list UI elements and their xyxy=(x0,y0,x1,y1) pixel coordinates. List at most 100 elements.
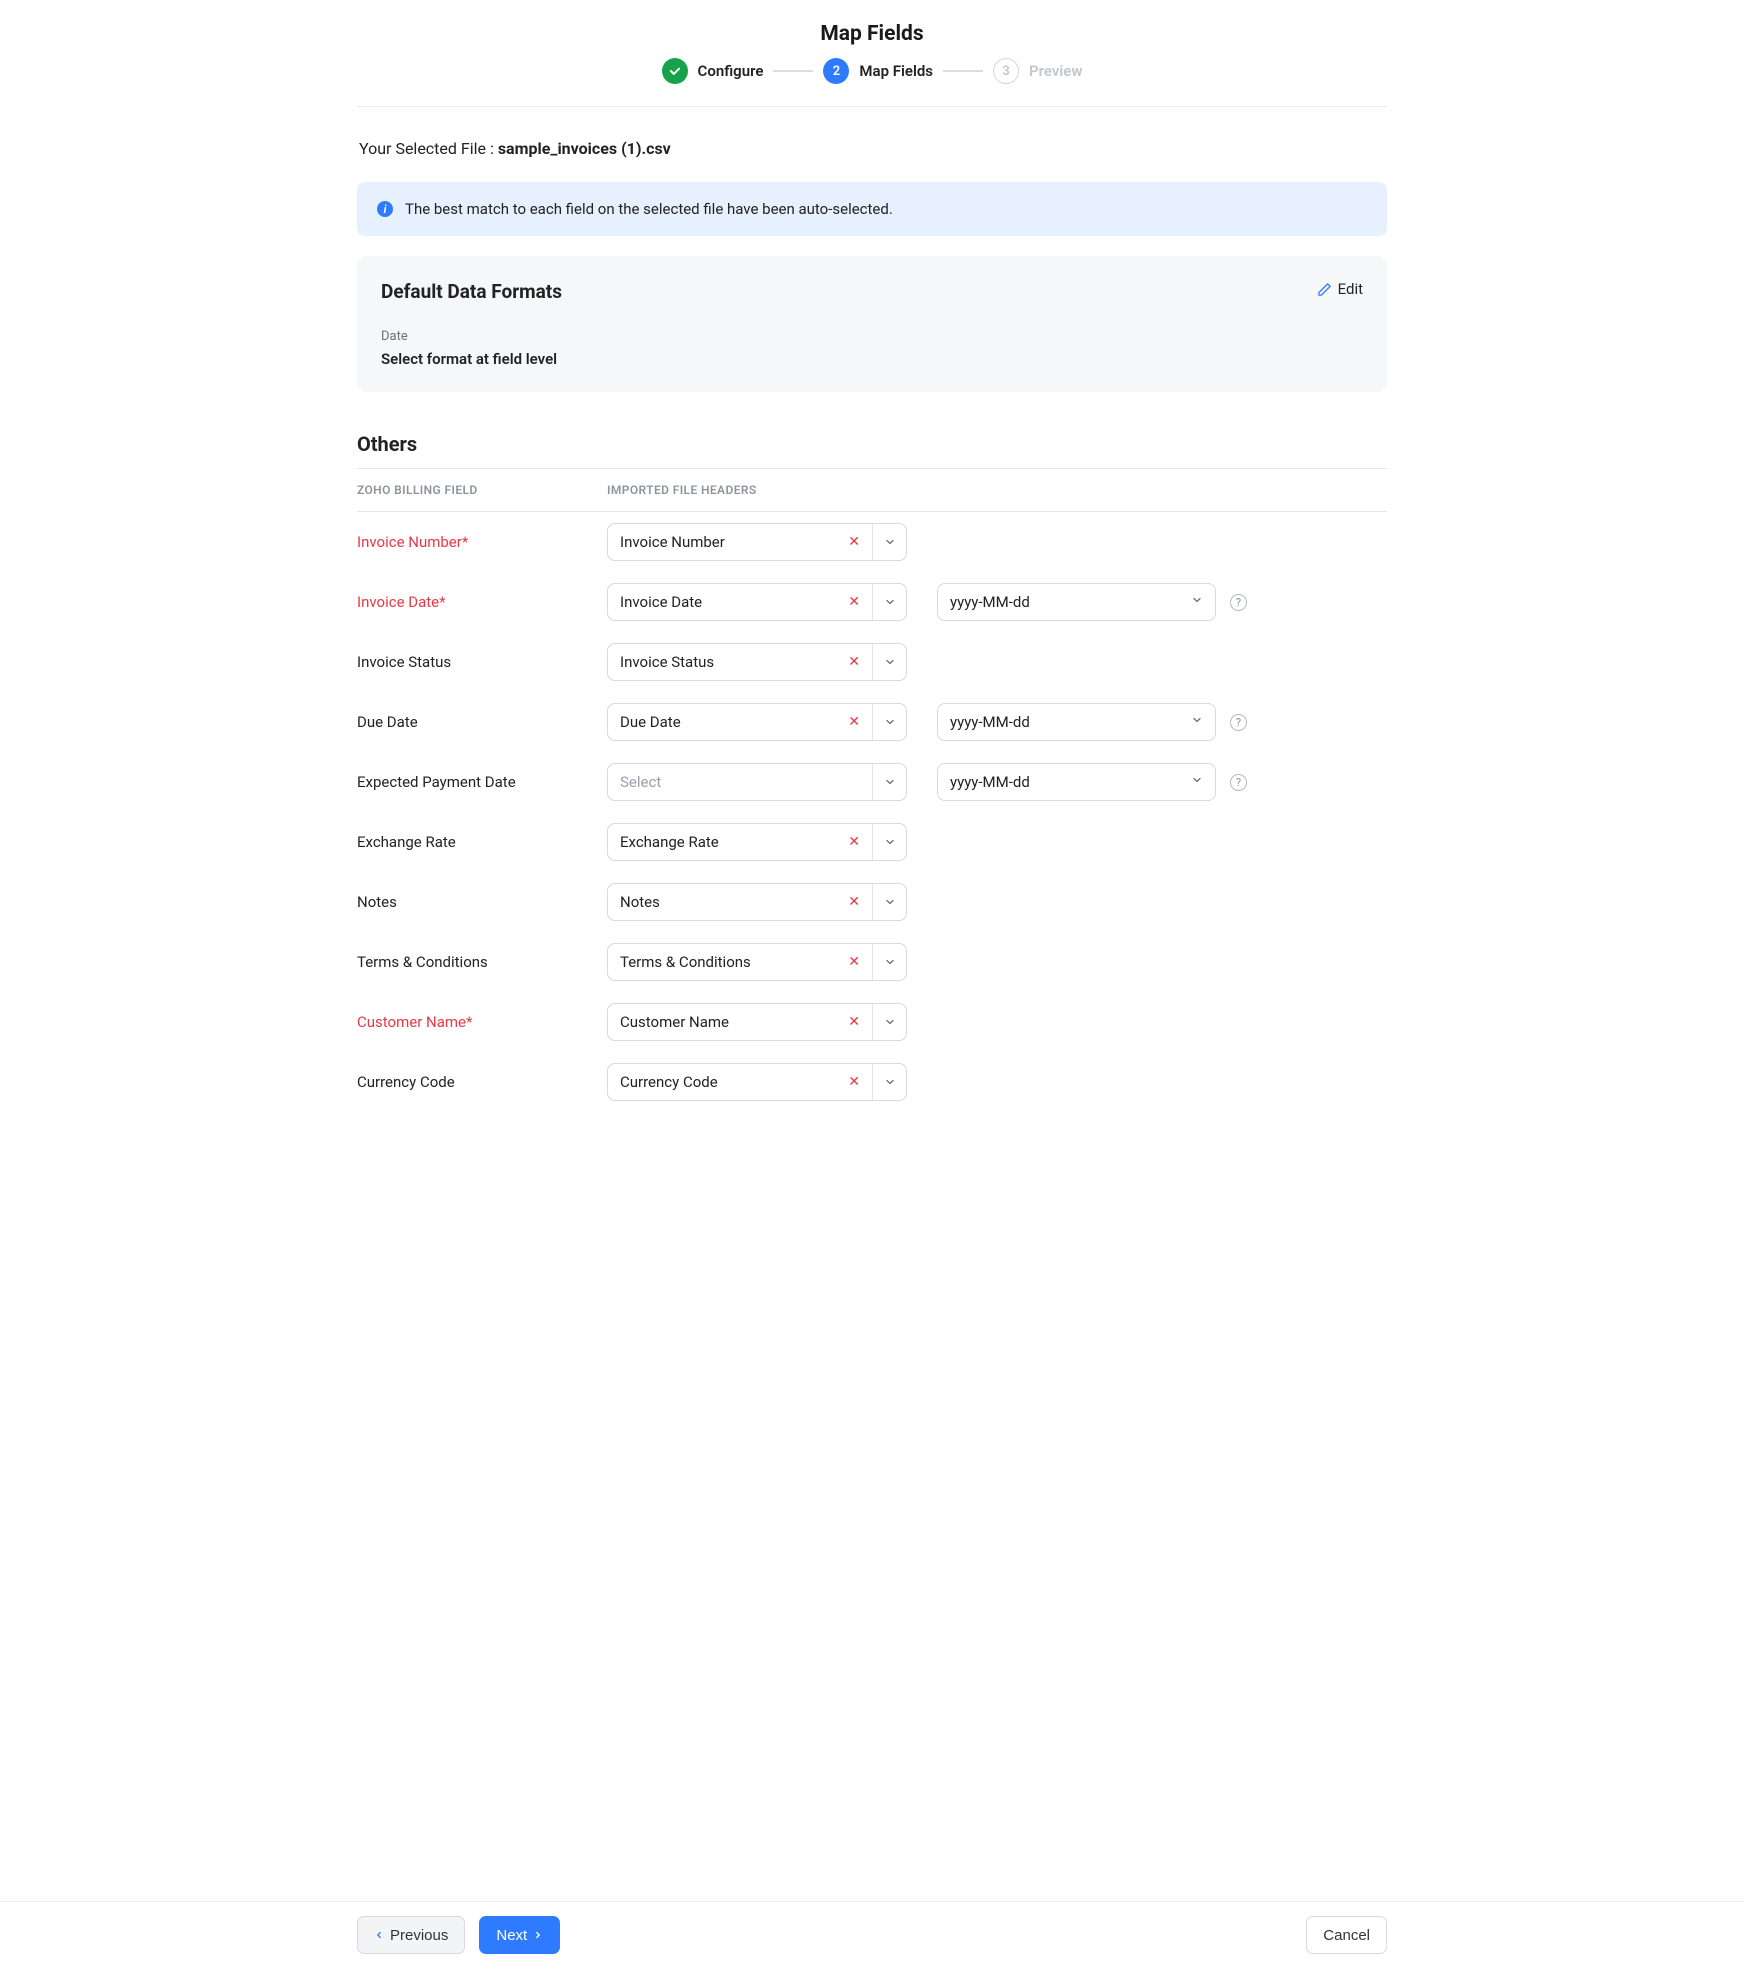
info-icon: i xyxy=(377,201,393,217)
clear-icon[interactable]: ✕ xyxy=(846,955,862,969)
header-select[interactable]: Exchange Rate ✕ xyxy=(607,823,907,861)
selected-file-prefix: Your Selected File : xyxy=(359,139,498,158)
table-row: Customer Name* Customer Name ✕ xyxy=(357,992,1387,1052)
field-label: Invoice Date* xyxy=(357,593,607,611)
table-row: Invoice Date* Invoice Date ✕ yyyy-MM-dd? xyxy=(357,572,1387,632)
select-value: yyyy-MM-dd xyxy=(950,773,1030,791)
clear-icon[interactable]: ✕ xyxy=(846,1075,862,1089)
stepper: Configure 2 Map Fields 3 Preview xyxy=(357,58,1387,107)
cancel-label: Cancel xyxy=(1323,1927,1370,1944)
select-value: Invoice Number xyxy=(620,533,725,551)
chevron-down-icon[interactable] xyxy=(872,884,906,920)
step-number: 2 xyxy=(823,58,849,84)
check-icon xyxy=(662,58,688,84)
step-separator xyxy=(773,70,813,72)
clear-icon[interactable]: ✕ xyxy=(846,895,862,909)
select-value: Terms & Conditions xyxy=(620,953,751,971)
field-label: Currency Code xyxy=(357,1073,607,1091)
header-select[interactable]: Currency Code ✕ xyxy=(607,1063,907,1101)
previous-label: Previous xyxy=(390,1927,448,1944)
header-select[interactable]: Invoice Number ✕ xyxy=(607,523,907,561)
table-row: NotesNotes✕ xyxy=(357,872,1387,932)
step-number: 3 xyxy=(993,58,1019,84)
chevron-down-icon xyxy=(1191,714,1203,730)
col-header-file-headers: IMPORTED FILE HEADERS xyxy=(607,483,907,497)
info-banner: i The best match to each field on the se… xyxy=(357,182,1387,236)
select-value: yyyy-MM-dd xyxy=(950,713,1030,731)
date-format-select[interactable]: yyyy-MM-dd xyxy=(937,583,1216,621)
header-select[interactable]: Select xyxy=(607,763,907,801)
chevron-down-icon[interactable] xyxy=(872,944,906,980)
table-row: Terms & Conditions Terms & Conditions ✕ xyxy=(357,932,1387,992)
clear-icon[interactable]: ✕ xyxy=(846,535,862,549)
selected-file: Your Selected File : sample_invoices (1)… xyxy=(357,139,1387,158)
formats-title: Default Data Formats xyxy=(381,280,562,303)
select-value: Exchange Rate xyxy=(620,833,719,851)
default-formats-card: Default Data Formats Date Select format … xyxy=(357,256,1387,392)
chevron-down-icon[interactable] xyxy=(872,1004,906,1040)
chevron-down-icon[interactable] xyxy=(872,1064,906,1100)
header-select[interactable]: Terms & Conditions ✕ xyxy=(607,943,907,981)
step-separator xyxy=(943,70,983,72)
select-value: Select xyxy=(620,773,661,791)
chevron-down-icon xyxy=(1191,594,1203,610)
step-label: Map Fields xyxy=(859,62,933,80)
header-select[interactable]: Customer Name ✕ xyxy=(607,1003,907,1041)
cancel-button[interactable]: Cancel xyxy=(1306,1916,1387,1954)
mapping-table-header: ZOHO BILLING FIELD IMPORTED FILE HEADERS xyxy=(357,468,1387,512)
field-label: Invoice Number* xyxy=(357,533,607,551)
mapping-rows: Invoice Number*Invoice Number✕Invoice Da… xyxy=(357,512,1387,1112)
selected-file-name: sample_invoices (1).csv xyxy=(498,139,671,158)
clear-icon[interactable]: ✕ xyxy=(846,835,862,849)
next-button[interactable]: Next xyxy=(479,1916,560,1954)
header-select[interactable]: Due Date✕ xyxy=(607,703,907,741)
field-label: Expected Payment Date xyxy=(357,773,607,791)
table-row: Expected Payment Date Select yyyy-MM-dd? xyxy=(357,752,1387,812)
help-icon[interactable]: ? xyxy=(1230,774,1247,791)
previous-button[interactable]: Previous xyxy=(357,1916,465,1954)
table-row: Currency Code Currency Code ✕ xyxy=(357,1052,1387,1112)
date-format-select[interactable]: yyyy-MM-dd xyxy=(937,763,1216,801)
chevron-down-icon[interactable] xyxy=(872,704,906,740)
date-format-select[interactable]: yyyy-MM-dd xyxy=(937,703,1216,741)
field-label: Customer Name* xyxy=(357,1013,607,1031)
select-value: Customer Name xyxy=(620,1013,729,1031)
chevron-right-icon xyxy=(533,1930,543,1940)
clear-icon[interactable]: ✕ xyxy=(846,655,862,669)
chevron-down-icon xyxy=(1191,774,1203,790)
table-row: Due DateDue Date✕ yyyy-MM-dd? xyxy=(357,692,1387,752)
edit-formats-button[interactable]: Edit xyxy=(1317,280,1363,298)
next-label: Next xyxy=(496,1927,527,1944)
table-row: Exchange Rate Exchange Rate ✕ xyxy=(357,812,1387,872)
formats-date-value: Select format at field level xyxy=(381,350,562,368)
chevron-down-icon[interactable] xyxy=(872,644,906,680)
field-label: Terms & Conditions xyxy=(357,953,607,971)
chevron-down-icon[interactable] xyxy=(872,524,906,560)
chevron-down-icon[interactable] xyxy=(872,584,906,620)
table-row: Invoice StatusInvoice Status✕ xyxy=(357,632,1387,692)
field-label: Exchange Rate xyxy=(357,833,607,851)
help-icon[interactable]: ? xyxy=(1230,714,1247,731)
chevron-down-icon[interactable] xyxy=(872,764,906,800)
footer: Previous Next Cancel xyxy=(0,1901,1744,1968)
page-title: Map Fields xyxy=(357,0,1387,58)
clear-icon[interactable]: ✕ xyxy=(846,1015,862,1029)
section-title: Others xyxy=(357,432,1387,456)
select-value: yyyy-MM-dd xyxy=(950,593,1030,611)
clear-icon[interactable]: ✕ xyxy=(846,595,862,609)
chevron-down-icon[interactable] xyxy=(872,824,906,860)
formats-date-label: Date xyxy=(381,329,562,344)
select-value: Currency Code xyxy=(620,1073,718,1091)
help-icon[interactable]: ? xyxy=(1230,594,1247,611)
select-value: Invoice Date xyxy=(620,593,702,611)
clear-icon[interactable]: ✕ xyxy=(846,715,862,729)
header-select[interactable]: Notes✕ xyxy=(607,883,907,921)
field-label: Due Date xyxy=(357,713,607,731)
info-text: The best match to each field on the sele… xyxy=(405,200,893,218)
mapping-table: ZOHO BILLING FIELD IMPORTED FILE HEADERS… xyxy=(357,468,1387,1112)
header-select[interactable]: Invoice Date ✕ xyxy=(607,583,907,621)
field-label: Notes xyxy=(357,893,607,911)
header-select[interactable]: Invoice Status✕ xyxy=(607,643,907,681)
step-preview: 3 Preview xyxy=(993,58,1082,84)
edit-label: Edit xyxy=(1338,280,1363,298)
